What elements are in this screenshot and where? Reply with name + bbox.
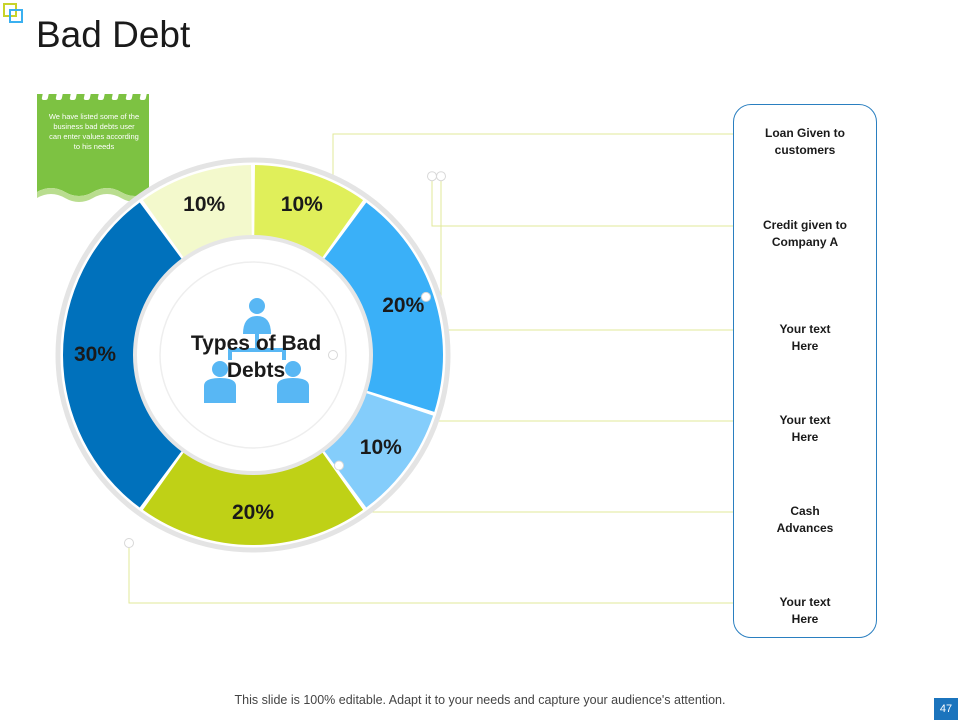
note-binding [41, 89, 148, 100]
legend-item: Credit given to Company A [733, 217, 877, 251]
slice-value-label: 10% [359, 435, 402, 459]
connector-dots [124, 171, 446, 548]
footer-text: This slide is 100% editable. Adapt it to… [234, 693, 726, 707]
legend-item-line2: Company A [771, 235, 839, 249]
connector-dot [421, 291, 431, 302]
donut-slices [62, 165, 443, 545]
slice-value-label: 30% [73, 343, 117, 366]
connector-line [431, 176, 733, 227]
donut-slice [62, 202, 183, 508]
legend-item-line2: Here [791, 339, 819, 353]
legend-item: Your text Here [733, 412, 877, 446]
chart-center-title: Types of Bad Debts [190, 332, 322, 382]
slice-value-label: 10% [183, 192, 226, 216]
connector-line [128, 543, 733, 604]
connector-line [425, 296, 733, 422]
legend-item: Your text Here [733, 321, 877, 355]
legend-item: Your text Here [733, 594, 877, 628]
legend-item-line2: customers [774, 143, 836, 157]
legend-item-line1: Loan Given to [764, 126, 845, 140]
connector-dot [124, 538, 134, 548]
legend-item-line1: Your text [779, 595, 831, 609]
connector-dot [436, 171, 446, 182]
legend-panel [733, 104, 877, 638]
legend-item-line1: Your text [779, 413, 831, 427]
legend-item-line2: Here [791, 612, 819, 626]
legend-item-line2: Advances [776, 521, 834, 535]
legend-item-line1: Cash [790, 504, 820, 518]
corner-square-blue [9, 9, 23, 23]
slice-value-label: 20% [231, 501, 275, 524]
legend-item-line1: Your text [779, 322, 831, 336]
page-number: 47 [934, 698, 958, 720]
people-network-icon [204, 298, 309, 403]
page-title: Bad Debt [36, 14, 191, 55]
slice-value-label: 10% [280, 192, 323, 216]
donut-slice [323, 202, 443, 412]
legend-item-line2: Here [791, 430, 819, 444]
note-text: We have listed some of the business bad … [48, 112, 140, 151]
legend-item: Cash Advances [733, 503, 877, 537]
legend-item: Loan Given to customers [733, 125, 877, 159]
donut-slice [142, 165, 252, 259]
slice-value-label: 20% [382, 294, 425, 318]
connector-dot [427, 171, 437, 182]
sticky-note [37, 89, 149, 202]
connector-line [440, 176, 733, 331]
donut-slice [254, 165, 364, 259]
connector-dot [334, 460, 344, 471]
donut-slice [142, 451, 364, 545]
connector-dot [328, 350, 338, 360]
legend-item-line1: Credit given to [762, 218, 847, 232]
